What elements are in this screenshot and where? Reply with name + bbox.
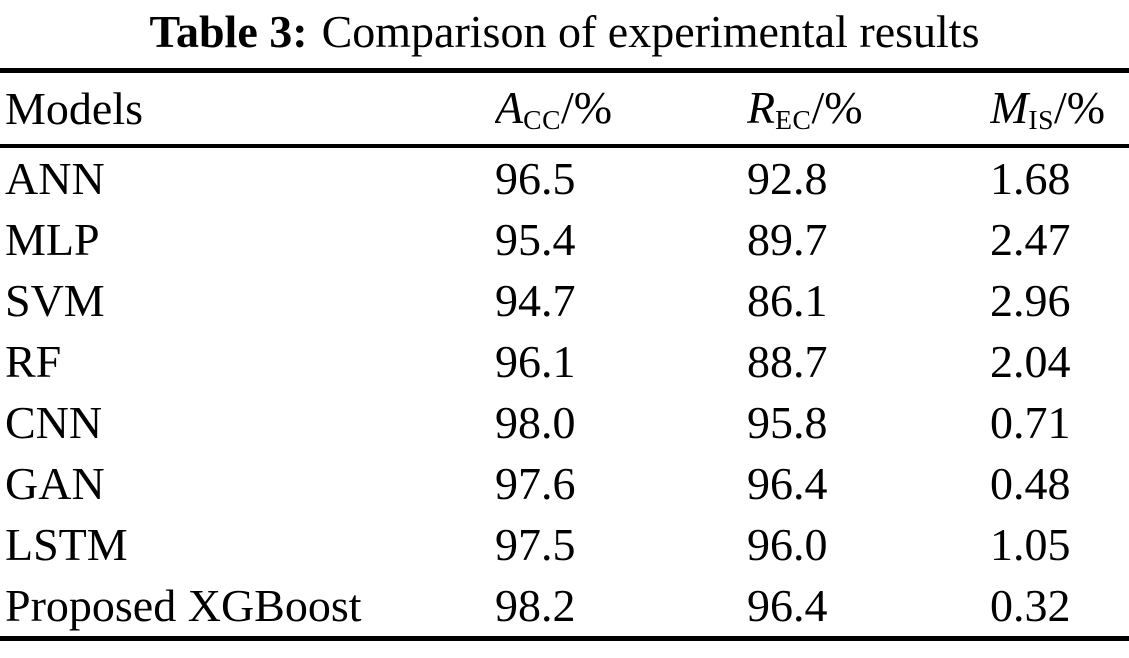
acc-cell: 98.2: [495, 580, 576, 631]
model-cell: GAN: [5, 458, 105, 509]
acc-cell: 98.0: [495, 397, 576, 448]
acc-cell: 97.6: [495, 458, 576, 509]
model-cell: Proposed XGBoost: [5, 580, 362, 631]
table-caption-text: Comparison of experimental results: [321, 6, 980, 57]
mis-cell: 0.71: [990, 397, 1071, 448]
acc-unit: /%: [561, 81, 613, 133]
acc-cell: 94.7: [495, 275, 576, 326]
model-cell: SVM: [5, 275, 105, 326]
column-header-models: Models: [5, 83, 143, 134]
rec-cell: 89.7: [747, 214, 828, 265]
table-row: RF 96.1 88.7 2.04: [0, 331, 1129, 392]
mis-symbol: M: [990, 81, 1029, 133]
acc-symbol: A: [495, 81, 524, 133]
rec-subscript: EC: [775, 104, 812, 136]
acc-cell: 97.5: [495, 519, 576, 570]
rec-symbol: R: [747, 81, 776, 133]
rec-cell: 96.4: [747, 458, 828, 509]
acc-cell: 95.4: [495, 214, 576, 265]
mis-cell: 2.47: [990, 214, 1071, 265]
model-cell: RF: [5, 336, 62, 387]
rec-unit: /%: [811, 81, 863, 133]
mis-cell: 0.32: [990, 580, 1071, 631]
column-header-rec: REC/%: [747, 71, 990, 147]
table-row: LSTM 97.5 96.0 1.05: [0, 514, 1129, 575]
acc-cell: 96.1: [495, 336, 576, 387]
column-header-mis: MIS/%: [990, 71, 1129, 147]
table-caption-label: Table 3:: [149, 6, 308, 57]
rec-cell: 88.7: [747, 336, 828, 387]
results-table-header: Models ACC/% REC/% MIS/%: [0, 71, 1129, 147]
rec-cell: 96.4: [747, 580, 828, 631]
mis-cell: 1.05: [990, 519, 1071, 570]
mis-cell: 1.68: [990, 153, 1071, 204]
model-cell: MLP: [5, 214, 100, 265]
results-table: Models ACC/% REC/% MIS/% ANN 96.5 92.8 1…: [0, 68, 1129, 641]
model-cell: ANN: [5, 153, 105, 204]
table-row: MLP 95.4 89.7 2.47: [0, 209, 1129, 270]
model-cell: LSTM: [5, 519, 128, 570]
table-row: CNN 98.0 95.8 0.71: [0, 392, 1129, 453]
results-table-body: ANN 96.5 92.8 1.68 MLP 95.4 89.7 2.47 SV…: [0, 146, 1129, 639]
rec-cell: 86.1: [747, 275, 828, 326]
rec-cell: 92.8: [747, 153, 828, 204]
mis-cell: 2.96: [990, 275, 1071, 326]
rec-cell: 96.0: [747, 519, 828, 570]
table-row: ANN 96.5 92.8 1.68: [0, 146, 1129, 209]
table-caption: Table 3: Comparison of experimental resul…: [0, 0, 1129, 68]
column-header-acc: ACC/%: [495, 71, 747, 147]
table-row: GAN 97.6 96.4 0.48: [0, 453, 1129, 514]
header-row: Models ACC/% REC/% MIS/%: [0, 71, 1129, 147]
model-cell: CNN: [5, 397, 103, 448]
rec-cell: 95.8: [747, 397, 828, 448]
acc-subscript: CC: [523, 104, 562, 136]
mis-unit: /%: [1053, 81, 1106, 133]
table-row: SVM 94.7 86.1 2.96: [0, 270, 1129, 331]
mis-subscript: IS: [1028, 104, 1054, 136]
table-row: Proposed XGBoost 98.2 96.4 0.32: [0, 575, 1129, 639]
mis-cell: 2.04: [990, 336, 1071, 387]
acc-cell: 96.5: [495, 153, 576, 204]
mis-cell: 0.48: [990, 458, 1071, 509]
